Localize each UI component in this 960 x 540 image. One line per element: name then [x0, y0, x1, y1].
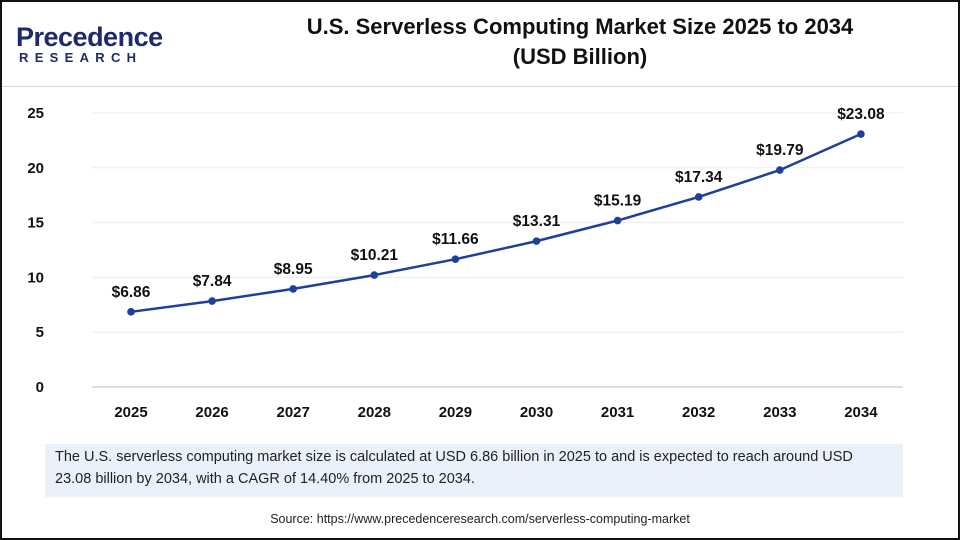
y-tick-label: 15	[27, 215, 44, 232]
x-tick-label: 2030	[520, 404, 553, 421]
title-line-2: (USD Billion)	[512, 44, 648, 69]
series-line	[130, 132, 862, 314]
data-point	[127, 308, 135, 316]
x-tick-label: 2026	[195, 404, 228, 421]
data-point	[857, 130, 865, 138]
data-label: $17.34	[675, 169, 723, 186]
data-label: $23.08	[837, 106, 885, 123]
data-point	[532, 237, 541, 245]
data-label: $7.84	[193, 273, 232, 290]
data-label: $6.86	[112, 284, 151, 301]
data-point	[289, 285, 298, 293]
data-label: $15.19	[594, 193, 642, 210]
source-text: Source: https://www.precedenceresearch.c…	[270, 512, 690, 526]
logo-text-bottom: RESEARCH	[19, 50, 143, 65]
x-tick-label: 2032	[682, 404, 715, 421]
data-point	[776, 166, 784, 174]
x-tick-label: 2027	[277, 404, 310, 421]
chart-title: U.S. Serverless Computing Market Size 20…	[260, 12, 900, 72]
x-tick-label: 2025	[114, 404, 147, 421]
x-tick-label: 2028	[358, 404, 391, 421]
logo: Precedence RESEARCH	[16, 22, 163, 66]
y-tick-label: 10	[27, 269, 44, 286]
data-point	[694, 193, 703, 201]
data-label: $13.31	[513, 213, 561, 230]
x-tick-label: 2029	[439, 404, 472, 421]
data-point	[370, 271, 379, 279]
data-label: $10.21	[351, 247, 399, 264]
x-tick-label: 2034	[844, 404, 878, 421]
x-tick-label: 2033	[763, 404, 796, 421]
data-label: $19.79	[756, 142, 804, 159]
logo-text-top: Precedence	[16, 22, 163, 52]
data-label: $11.66	[432, 231, 479, 248]
y-tick-label: 5	[36, 324, 44, 341]
data-point	[613, 216, 622, 225]
data-point	[451, 255, 460, 264]
data-label: $8.95	[274, 261, 313, 278]
x-tick-label: 2031	[601, 404, 634, 421]
title-line-1: U.S. Serverless Computing Market Size 20…	[306, 14, 854, 39]
header-divider	[2, 86, 958, 87]
y-tick-label: 0	[36, 379, 44, 396]
summary-note: The U.S. serverless computing market siz…	[45, 444, 903, 497]
y-tick-label: 20	[27, 160, 44, 177]
y-tick-label: 25	[27, 105, 44, 122]
data-point	[208, 297, 216, 305]
